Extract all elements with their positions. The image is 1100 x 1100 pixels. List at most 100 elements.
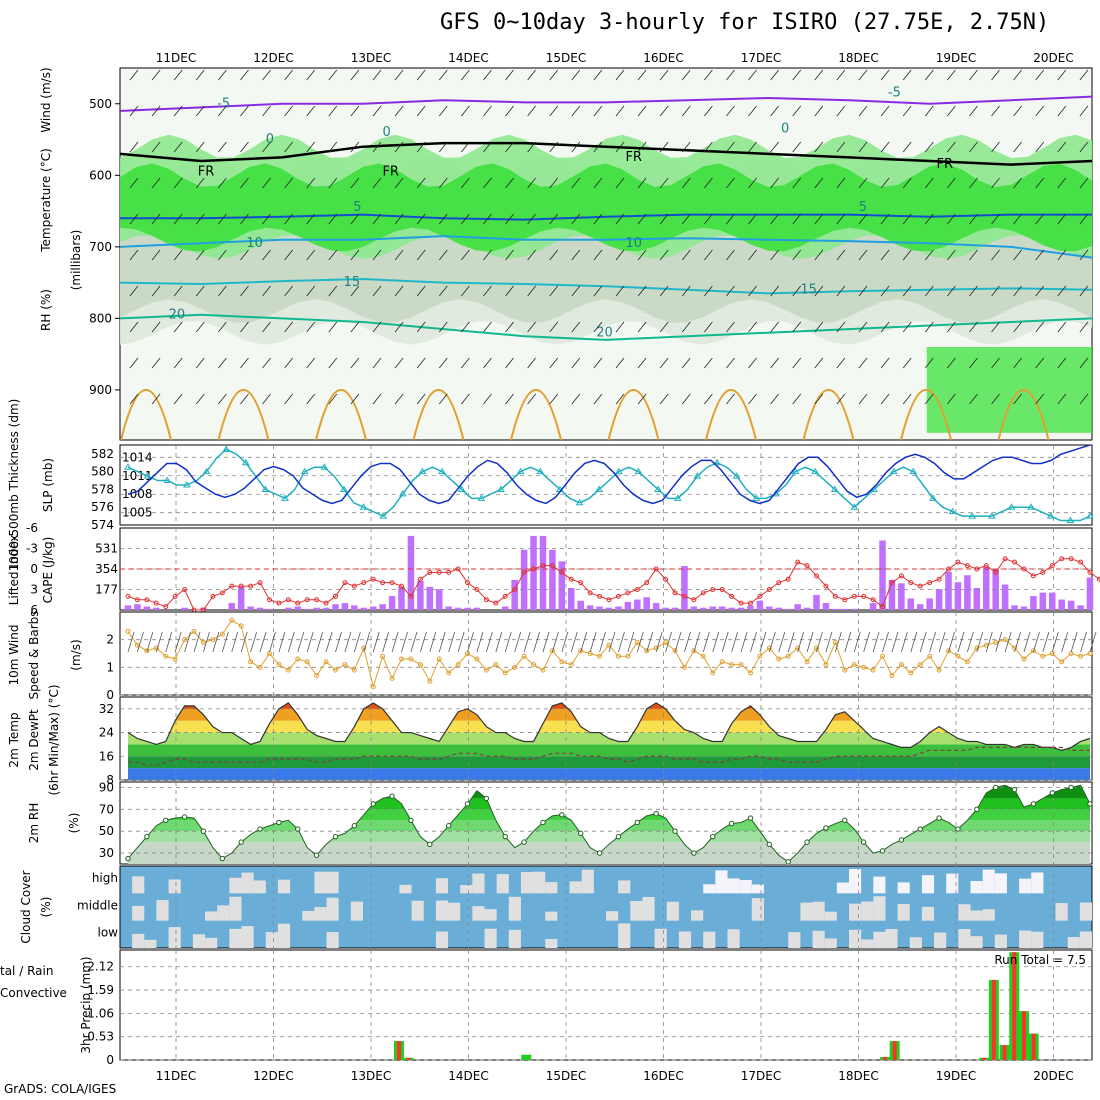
wind-barb (306, 285, 316, 297)
thickness-marker (1066, 516, 1075, 524)
wind-speed-marker (691, 648, 697, 654)
wind-barb (704, 69, 713, 81)
cape-bar (926, 598, 933, 610)
wind-barb (1013, 213, 1022, 225)
li-marker (870, 597, 876, 603)
wind-barb (438, 357, 448, 369)
rh-marker (427, 841, 433, 848)
wind-barb (504, 631, 512, 653)
rh-marker (200, 828, 207, 834)
precip-tick-label: 2.12 (87, 960, 114, 974)
li-marker (144, 597, 150, 603)
wind-barb (328, 141, 338, 153)
li-marker (729, 593, 735, 599)
cape-bar (756, 600, 764, 610)
isotherm-line (119, 235, 1093, 259)
isotherm-label: 0 (266, 132, 274, 147)
cape-bar (945, 571, 952, 610)
wind-barb (240, 177, 249, 189)
wind-speed-marker (946, 648, 952, 654)
rh-marker (370, 801, 376, 807)
wind-barb (306, 213, 316, 225)
wind-barb (1035, 321, 1045, 333)
wind-barb (306, 249, 316, 261)
rh-axis-title: RH (%) (39, 289, 53, 331)
cloud-block (314, 871, 327, 894)
wind-barb (391, 631, 399, 653)
wind-barb (858, 393, 868, 405)
wind-barb (991, 177, 1000, 189)
wind-barb (637, 141, 647, 153)
thickness-marker (202, 467, 211, 475)
wind-barb (262, 177, 271, 189)
thickness-marker (830, 485, 839, 492)
wind-barb (615, 141, 625, 153)
rh-marker (181, 814, 188, 820)
wind-speed-marker (389, 675, 395, 681)
wind-barb (394, 213, 404, 225)
wind-barb (438, 285, 448, 297)
wind-barb (726, 141, 735, 153)
li-marker (266, 597, 272, 603)
top-date-label: 18DEC (838, 51, 878, 65)
wind-barb (858, 213, 868, 225)
wind-speed-marker (813, 645, 819, 651)
wind-barb (1023, 631, 1031, 653)
wind-barb (549, 249, 559, 261)
wind-barb (195, 285, 205, 297)
thickness-marker (536, 467, 545, 475)
wind-barb (173, 105, 183, 117)
cape-bar (549, 549, 556, 610)
cape-bar (407, 535, 415, 610)
wind-barb (900, 631, 908, 653)
wind-barb (514, 631, 522, 653)
wind-speed-marker (672, 648, 678, 654)
wind-barb (416, 69, 426, 81)
li-marker (342, 580, 348, 586)
wind-barb (527, 141, 536, 153)
li-marker (974, 566, 980, 572)
cloud-block (581, 869, 594, 894)
wind-barb (552, 631, 559, 653)
top-date-label: 14DEC (448, 51, 488, 65)
rh-marker (653, 811, 659, 817)
warm-isotherm-loop (997, 389, 1050, 441)
li-marker (606, 597, 612, 603)
li-marker (370, 576, 376, 582)
wind-barb (394, 357, 404, 369)
li-marker (851, 593, 857, 599)
wind-barb (461, 105, 470, 117)
wind-barb (218, 357, 227, 369)
bottom-date-label: 18DEC (838, 1069, 878, 1083)
wind-barb (814, 357, 824, 369)
wind-barb (814, 69, 824, 81)
cloud-block (265, 932, 278, 948)
wind-speed-marker (719, 659, 725, 665)
temp-band (128, 756, 1090, 769)
cape-bar (700, 607, 707, 610)
cloud-block (606, 911, 619, 921)
precip-tick-label: 0 (106, 1053, 114, 1067)
wind-barb (924, 285, 934, 297)
li-marker (927, 580, 933, 586)
cloud-block (751, 884, 764, 894)
wind-barb (269, 631, 276, 653)
cape-bar (332, 604, 339, 610)
slp-tick-label: 1014 (122, 450, 153, 464)
cape-bar (454, 607, 462, 610)
wind-barb (693, 631, 701, 653)
li-marker (747, 600, 753, 606)
wind-barb (627, 631, 635, 653)
wind-barb (505, 69, 514, 81)
wind-barb (681, 213, 691, 225)
wind-barb (726, 69, 735, 81)
top-date-label: 13DEC (351, 51, 391, 65)
wind-barb (533, 631, 540, 653)
li-marker (276, 600, 282, 606)
rh-marker (1030, 801, 1037, 807)
wind-barb (173, 141, 183, 153)
wind-barb (353, 631, 361, 653)
wind-barb (947, 213, 956, 225)
wind-barb (1051, 631, 1059, 653)
wind-barb (770, 357, 779, 369)
